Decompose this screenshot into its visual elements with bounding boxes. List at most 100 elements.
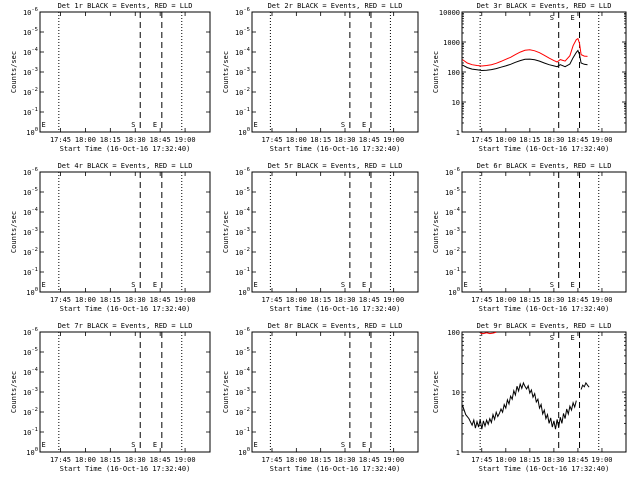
y-tick-label: 100 <box>26 287 38 297</box>
y-tick-label: 10-4 <box>23 207 39 217</box>
y-tick-exponent: 0 <box>247 447 250 453</box>
y-tick-base: 10 <box>235 329 243 337</box>
y-tick-exponent: -5 <box>243 347 250 353</box>
y-tick-base: 10 <box>23 69 31 77</box>
y-tick-base: 10 <box>235 269 243 277</box>
series-lld-line <box>480 331 497 335</box>
y-tick-label: 10-1 <box>23 107 38 117</box>
marker-label: S <box>341 121 345 129</box>
y-tick-label: 10-6 <box>235 167 250 177</box>
y-tick-label: 10-3 <box>23 227 38 237</box>
x-tick-label: 19:00 <box>591 136 612 144</box>
y-tick-exponent: 0 <box>35 287 38 293</box>
x-tick-label: 18:30 <box>334 136 355 144</box>
marker-label: S <box>341 441 345 449</box>
y-axis-label: Counts/sec <box>222 211 230 253</box>
x-tick-label: 19:00 <box>175 296 196 304</box>
x-axis-label: Start Time (16-Oct-16 17:32:40) <box>270 305 401 313</box>
y-tick-exponent: -2 <box>243 247 250 253</box>
y-tick-exponent: -4 <box>243 47 250 53</box>
x-axis-label: Start Time (16-Oct-16 17:32:40) <box>479 145 610 153</box>
y-tick-base: 10 <box>23 209 31 217</box>
y-tick-exponent: -5 <box>31 27 38 33</box>
y-tick-exponent: -1 <box>243 267 250 273</box>
panel-title: Det 5r BLACK = Events, RED = LLD <box>268 162 403 170</box>
y-tick-base: 10 <box>235 209 243 217</box>
y-tick-label: 1 <box>456 129 460 137</box>
y-tick-label: 1 <box>456 449 460 457</box>
y-tick-exponent: 0 <box>247 127 250 133</box>
x-tick-label: 18:45 <box>567 456 588 464</box>
x-tick-label: 17:45 <box>261 296 282 304</box>
y-tick-base: 10 <box>23 9 31 17</box>
y-tick-base: 100 <box>447 329 460 337</box>
y-tick-exponent: -6 <box>31 7 38 13</box>
y-tick-exponent: -3 <box>453 227 460 233</box>
x-tick-label: 19:00 <box>383 296 404 304</box>
y-tick-base: 10000 <box>439 9 460 17</box>
y-tick-base: 1 <box>456 129 460 137</box>
x-tick-label: 18:30 <box>334 296 355 304</box>
marker-label: E <box>42 441 46 449</box>
y-tick-exponent: -1 <box>31 107 38 113</box>
x-tick-label: 18:45 <box>150 296 171 304</box>
y-tick-label: 10-6 <box>235 327 250 337</box>
x-tick-label: 18:15 <box>310 456 331 464</box>
marker-label: E <box>153 121 157 129</box>
x-tick-label: 18:00 <box>286 296 307 304</box>
y-tick-label: 100 <box>238 127 250 137</box>
y-tick-base: 10 <box>23 109 31 117</box>
y-tick-exponent: -5 <box>243 187 250 193</box>
y-tick-base: 10 <box>235 389 243 397</box>
marker-label: E <box>571 14 575 22</box>
y-tick-exponent: -4 <box>31 47 38 53</box>
y-tick-label: 10 <box>452 99 460 107</box>
y-tick-exponent: 0 <box>35 127 38 133</box>
x-tick-label: 18:00 <box>286 456 307 464</box>
x-axis-label: Start Time (16-Oct-16 17:32:40) <box>60 145 191 153</box>
y-tick-base: 10 <box>235 49 243 57</box>
x-tick-label: 18:45 <box>150 136 171 144</box>
y-tick-label: 10-6 <box>23 327 38 337</box>
y-tick-base: 10 <box>235 69 243 77</box>
y-axis-label: Counts/sec <box>10 371 18 413</box>
y-tick-base: 10 <box>23 389 31 397</box>
y-tick-label: 100 <box>238 447 250 457</box>
y-tick-exponent: -5 <box>243 27 250 33</box>
y-tick-exponent: -6 <box>31 167 38 173</box>
y-tick-exponent: -4 <box>31 367 38 373</box>
y-tick-label: 10-3 <box>235 387 250 397</box>
y-tick-base: 10 <box>452 389 460 397</box>
y-tick-base: 10 <box>235 169 243 177</box>
panel-title: Det 4r BLACK = Events, RED = LLD <box>58 162 193 170</box>
y-tick-base: 10 <box>23 329 31 337</box>
x-tick-label: 18:00 <box>495 136 516 144</box>
panel-det-7: Det 7r BLACK = Events, RED = LLD 17:45 18:… <box>10 322 211 473</box>
x-tick-label: 17:45 <box>471 136 492 144</box>
marker-label: E <box>42 121 46 129</box>
y-tick-base: 10 <box>452 99 460 107</box>
y-tick-base: 10 <box>23 349 31 357</box>
y-tick-label: 10 <box>452 389 460 397</box>
x-tick-label: 19:00 <box>383 456 404 464</box>
x-tick-label: 18:15 <box>310 296 331 304</box>
y-tick-base: 10 <box>23 49 31 57</box>
marker-label: E <box>362 121 366 129</box>
panel-title: Det 7r BLACK = Events, RED = LLD <box>58 322 193 330</box>
y-tick-base: 10 <box>235 9 243 17</box>
y-tick-base: 10 <box>23 269 31 277</box>
y-tick-label: 10-1 <box>23 427 38 437</box>
x-tick-label: 18:45 <box>359 136 380 144</box>
x-tick-label: 18:15 <box>100 136 121 144</box>
y-tick-label: 10-2 <box>23 407 38 417</box>
y-tick-exponent: -1 <box>243 427 250 433</box>
x-tick-label: 19:00 <box>591 296 612 304</box>
x-tick-label: 18:30 <box>543 136 564 144</box>
x-tick-label: 18:45 <box>567 136 588 144</box>
y-tick-exponent: -3 <box>243 387 250 393</box>
y-tick-label: 10-5 <box>23 187 38 197</box>
x-tick-label: 18:30 <box>125 456 146 464</box>
marker-label: E <box>571 334 575 342</box>
